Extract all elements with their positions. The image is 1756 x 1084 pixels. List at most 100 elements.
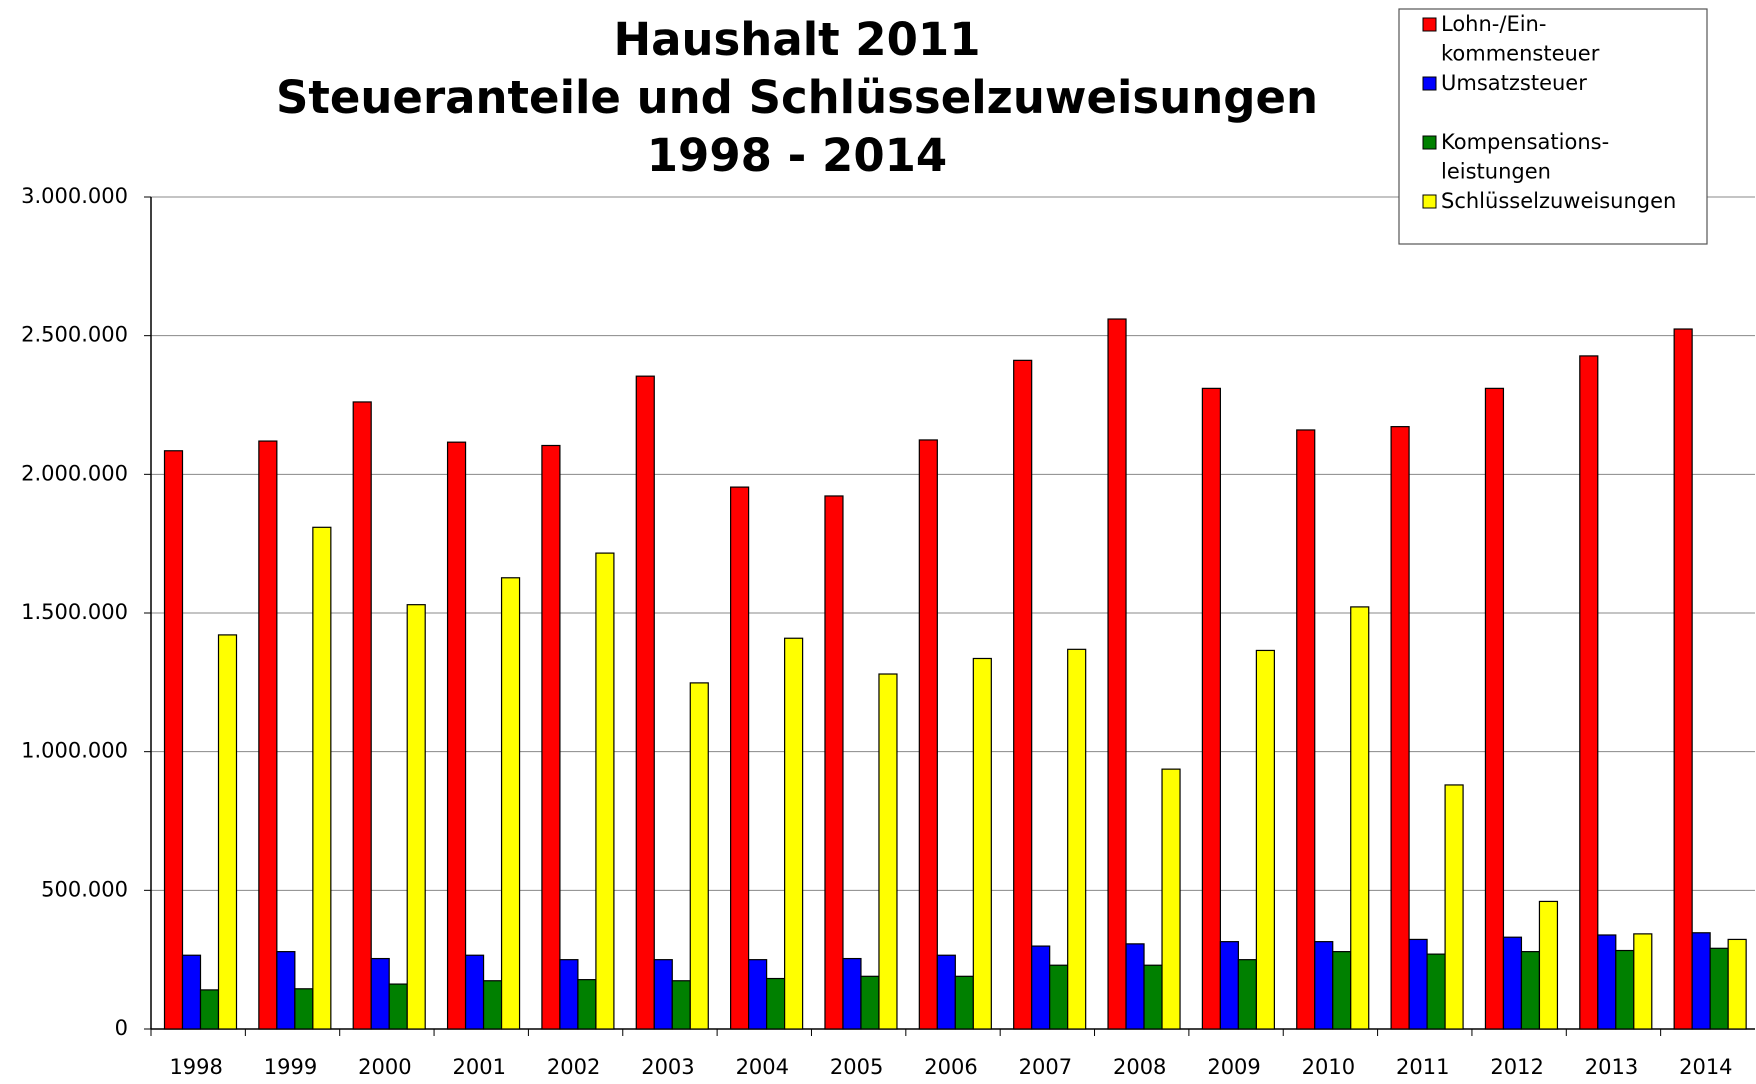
bar <box>635 375 655 1030</box>
bar <box>653 959 673 1030</box>
bar <box>1143 964 1163 1030</box>
bar <box>842 957 862 1030</box>
bar <box>878 673 898 1030</box>
bar <box>406 604 426 1030</box>
x-tick-label: 2000 <box>358 1055 411 1079</box>
x-tick-label: 2008 <box>1113 1055 1166 1079</box>
x-tick-label: 2013 <box>1585 1055 1638 1079</box>
bar <box>1255 649 1275 1030</box>
chart-title: 1998 - 2014 <box>647 129 948 182</box>
bar <box>199 989 220 1030</box>
x-tick-label: 2003 <box>641 1055 694 1079</box>
bar <box>276 951 296 1030</box>
bar <box>500 577 521 1030</box>
bar <box>181 954 202 1030</box>
bar <box>1219 941 1239 1030</box>
y-tick-label: 1.500.000 <box>21 600 128 624</box>
bar <box>464 954 485 1030</box>
bar <box>1107 318 1127 1030</box>
bar <box>1350 606 1370 1030</box>
bar <box>918 439 938 1030</box>
bar <box>671 980 691 1030</box>
legend-label: Schlüsselzuweisungen <box>1441 189 1676 213</box>
bar <box>446 441 467 1030</box>
bar <box>730 486 750 1030</box>
bar <box>1579 355 1599 1030</box>
legend-box <box>1398 8 1708 245</box>
x-tick-label: 1998 <box>169 1055 222 1079</box>
chart-title: Haushalt 2011 <box>613 13 980 66</box>
bar <box>1484 387 1505 1030</box>
legend-swatch <box>1422 17 1437 32</box>
bar <box>541 444 561 1030</box>
x-tick-label: 2005 <box>830 1055 883 1079</box>
bar <box>1615 949 1635 1030</box>
bar <box>1426 953 1446 1030</box>
y-tick-label: 500.000 <box>41 877 128 901</box>
bar <box>1125 943 1145 1030</box>
x-tick-label: 2014 <box>1679 1055 1732 1079</box>
chart-title: Steueranteile und Schlüsselzuweisungen <box>276 71 1318 124</box>
bar <box>748 959 768 1030</box>
y-tick-label: 3.000.000 <box>21 184 128 208</box>
bar <box>689 682 709 1030</box>
bar <box>824 495 844 1030</box>
bar <box>1201 387 1221 1030</box>
legend-swatch <box>1422 76 1437 91</box>
legend-swatch <box>1422 194 1437 209</box>
bar <box>1237 959 1257 1030</box>
x-tick-label: 2011 <box>1396 1055 1449 1079</box>
bar <box>1633 933 1653 1030</box>
legend-label: Kompensations-leistungen <box>1441 130 1609 184</box>
y-tick-label: 2.500.000 <box>21 323 128 347</box>
bar <box>954 975 974 1030</box>
bar <box>217 634 238 1030</box>
x-tick-label: 2012 <box>1490 1055 1543 1079</box>
legend-label: Umsatzsteuer <box>1441 71 1587 95</box>
bar <box>1691 932 1711 1030</box>
bar <box>595 552 615 1030</box>
bar <box>1296 429 1316 1030</box>
bar <box>1013 359 1033 1030</box>
y-tick-label: 0 <box>115 1016 128 1040</box>
bar <box>1597 934 1617 1030</box>
x-tick-label: 2001 <box>453 1055 506 1079</box>
bar <box>388 983 408 1030</box>
bar <box>1709 947 1729 1030</box>
bar <box>1444 784 1464 1030</box>
bar <box>1408 938 1428 1030</box>
y-tick-label: 1.000.000 <box>21 739 128 763</box>
bar <box>370 957 390 1030</box>
bar <box>860 975 880 1030</box>
bar <box>766 977 786 1030</box>
bar <box>1067 648 1087 1030</box>
bar <box>577 979 597 1030</box>
bar <box>1049 964 1069 1030</box>
bar <box>1390 426 1410 1030</box>
bar <box>1520 951 1541 1030</box>
bar <box>936 954 956 1030</box>
bar <box>312 526 332 1030</box>
bar <box>352 401 372 1030</box>
bar <box>1673 328 1693 1030</box>
bar <box>559 959 579 1030</box>
bar <box>1031 945 1051 1030</box>
bar <box>258 440 278 1030</box>
legend: Lohn-/Ein-kommensteuer Umsatzsteuer Kompen… <box>1398 8 1708 245</box>
x-tick-label: 2007 <box>1019 1055 1072 1079</box>
bar <box>1314 941 1334 1030</box>
bar <box>972 657 992 1030</box>
x-tick-label: 2009 <box>1207 1055 1260 1079</box>
x-tick-label: 1999 <box>264 1055 317 1079</box>
bar <box>1332 951 1352 1030</box>
bar <box>1727 938 1747 1030</box>
y-tick-label: 2.000.000 <box>21 461 128 485</box>
legend-swatch <box>1422 135 1437 150</box>
bar <box>1161 768 1181 1030</box>
bar <box>1502 936 1523 1030</box>
x-tick-label: 2002 <box>547 1055 600 1079</box>
x-tick-label: 2006 <box>924 1055 977 1079</box>
bar <box>163 450 184 1030</box>
bar <box>482 980 503 1030</box>
